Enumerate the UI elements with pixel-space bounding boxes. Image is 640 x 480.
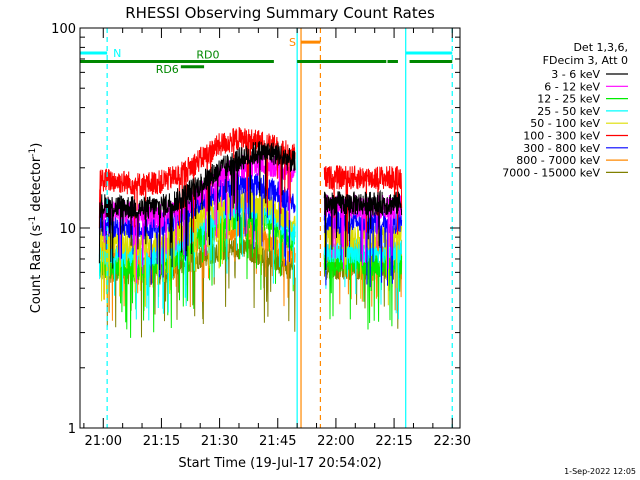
series-5	[98, 126, 403, 247]
y-tick-label-1: 10	[59, 222, 76, 237]
y-axis-label-end: )	[29, 143, 44, 148]
series-line-6-0	[98, 170, 296, 285]
series-0	[98, 141, 403, 271]
y-axis: 1 10 100	[51, 22, 460, 437]
legend-label-3: 25 - 50 keV	[537, 105, 600, 118]
legend-label-5: 100 - 300 keV	[523, 130, 600, 143]
series-line-5-1	[323, 164, 403, 247]
x-tick-label-3: 21:45	[259, 434, 296, 449]
night-label: N	[113, 47, 121, 60]
series-line-0-0	[98, 141, 296, 271]
y-axis-label-main: Count Rate (s	[29, 225, 44, 314]
legend-label-8: 7000 - 15000 keV	[502, 166, 600, 179]
series-line-5-0	[98, 126, 296, 236]
chart-title: RHESSI Observing Summary Count Rates	[125, 4, 435, 22]
x-tick-label-0: 21:00	[85, 434, 122, 449]
saa-label: S	[289, 36, 296, 49]
legend-header-2: FDecim 3, Att 0	[543, 54, 628, 67]
x-tick-label-1: 21:15	[143, 434, 180, 449]
y-axis-label-sup: -1	[28, 216, 38, 225]
legend-label-6: 300 - 800 keV	[523, 142, 600, 155]
annotation-layer: N S RD0 RD6	[80, 28, 453, 428]
timestamp: 1-Sep-2022 12:05	[564, 467, 636, 476]
legend-label-0: 3 - 6 keV	[551, 68, 600, 81]
legend-label-1: 6 - 12 keV	[544, 80, 600, 93]
series-line-0-1	[323, 189, 403, 271]
y-axis-label: Count Rate (s-1 detector-1)	[28, 143, 44, 314]
x-tick-label-4: 22:00	[317, 434, 354, 449]
y-axis-label-sup2: -1	[28, 148, 38, 157]
x-axis-label: Start Time (19-Jul-17 20:54:02)	[178, 456, 381, 471]
legend-label-7: 800 - 7000 keV	[516, 154, 600, 167]
legend-label-2: 12 - 25 keV	[537, 93, 600, 106]
x-tick-label-2: 21:30	[201, 434, 238, 449]
y-tick-label-2: 100	[51, 22, 76, 37]
x-axis: 21:00 21:15 21:30 21:45 22:00 22:15 22:30	[83, 28, 471, 449]
legend-label-4: 50 - 100 keV	[530, 117, 600, 130]
x-tick-label-6: 22:30	[434, 434, 471, 449]
legend-header-1: Det 1,3,6,	[573, 41, 628, 54]
y-tick-label-0: 1	[68, 422, 76, 437]
data-layer	[98, 126, 403, 338]
x-tick-label-5: 22:15	[375, 434, 412, 449]
rd0-label: RD0	[196, 48, 219, 61]
rd6-label: RD6	[156, 63, 179, 76]
y-axis-label-rest: detector	[29, 156, 44, 216]
